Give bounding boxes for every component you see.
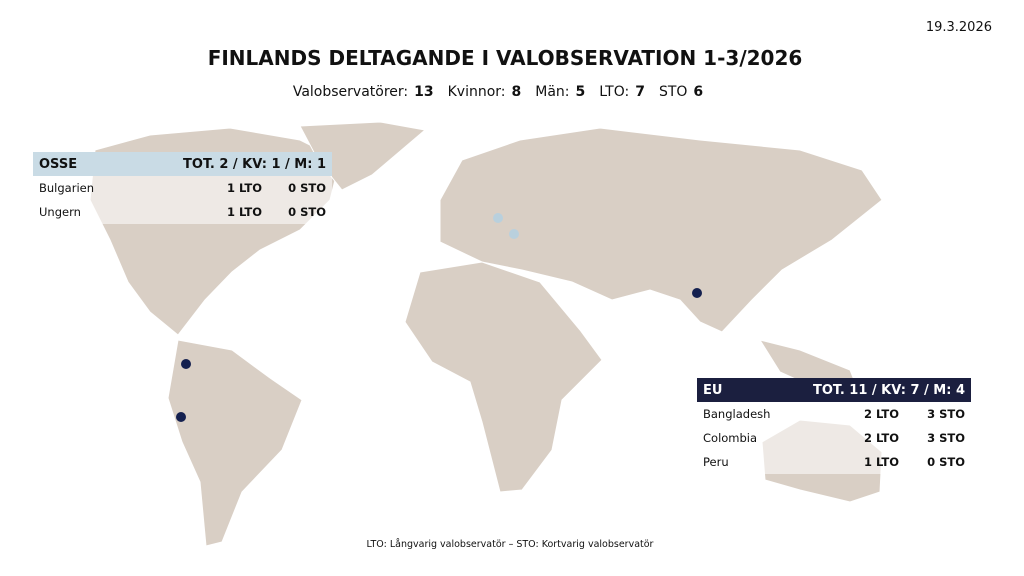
lto-count: 1 LTO bbox=[226, 181, 262, 195]
country: Ungern bbox=[39, 205, 81, 219]
stat-label: Kvinnor: bbox=[447, 84, 506, 100]
panel-total: TOT. 11 / KV: 7 / M: 4 bbox=[813, 382, 965, 398]
panel-total: TOT. 2 / KV: 1 / M: 1 bbox=[183, 156, 326, 172]
marker-bulgaria bbox=[509, 229, 519, 239]
panel-row: Bangladesh 2 LTO 3 STO bbox=[697, 402, 971, 426]
osse-panel: OSSE TOT. 2 / KV: 1 / M: 1 Bulgarien 1 LTO 0… bbox=[33, 152, 332, 224]
stats: Valobservatörer: 13 Kvinnor: 8 Män: 5 LTO: 7 STO… bbox=[0, 84, 1010, 100]
sto-count: 3 STO bbox=[927, 431, 965, 445]
stat-label: Valobservatörer: bbox=[292, 84, 409, 100]
panel-row: Peru 1 LTO 0 STO bbox=[697, 450, 971, 474]
marker-colombia bbox=[181, 359, 191, 369]
sto-count: 0 STO bbox=[927, 455, 965, 469]
stat-label: STO bbox=[658, 84, 688, 100]
lto-count: 1 LTO bbox=[863, 455, 899, 469]
country: Colombia bbox=[703, 431, 758, 445]
marker-peru bbox=[176, 412, 186, 422]
sto-count: 3 STO bbox=[927, 407, 965, 421]
south-america bbox=[167, 339, 303, 547]
africa bbox=[404, 261, 603, 493]
country: Peru bbox=[703, 455, 729, 469]
stat-value: 6 bbox=[693, 84, 704, 100]
sto-count: 0 STO bbox=[288, 205, 326, 219]
panel-name: OSSE bbox=[39, 156, 78, 172]
country: Bulgarien bbox=[39, 181, 95, 195]
title: FINLANDS DELTAGANDE I VALOBSERVATION 1-3… bbox=[207, 46, 803, 70]
marker-hungary bbox=[493, 213, 503, 223]
date: 19.3.2026 bbox=[925, 20, 992, 35]
lto-count: 2 LTO bbox=[863, 431, 899, 445]
country: Bangladesh bbox=[703, 407, 771, 421]
panel-row: Colombia 2 LTO 3 STO bbox=[697, 426, 971, 450]
panel-row: Ungern 1 LTO 0 STO bbox=[33, 200, 332, 224]
eu-panel: EU TOT. 11 / KV: 7 / M: 4 Bangladesh 2 LTO 3… bbox=[697, 378, 971, 474]
panel-name: EU bbox=[703, 382, 723, 398]
marker-bangladesh bbox=[692, 288, 702, 298]
stat-label: LTO: bbox=[599, 84, 630, 100]
sto-count: 0 STO bbox=[288, 181, 326, 195]
eurasia bbox=[439, 127, 883, 333]
stat-value: 8 bbox=[511, 84, 522, 100]
stat-label: Män: bbox=[535, 84, 570, 100]
lto-count: 2 LTO bbox=[863, 407, 899, 421]
stat-value: 13 bbox=[414, 84, 434, 100]
panel-row: Bulgarien 1 LTO 0 STO bbox=[33, 176, 332, 200]
footnote: LTO: Långvarig valobservatör – STO: Kort… bbox=[366, 539, 654, 550]
stat-value: 7 bbox=[635, 84, 645, 100]
panel-header: EU TOT. 11 / KV: 7 / M: 4 bbox=[697, 378, 971, 402]
lto-count: 1 LTO bbox=[226, 205, 262, 219]
panel-header: OSSE TOT. 2 / KV: 1 / M: 1 bbox=[33, 152, 332, 176]
stat-value: 5 bbox=[575, 84, 586, 100]
